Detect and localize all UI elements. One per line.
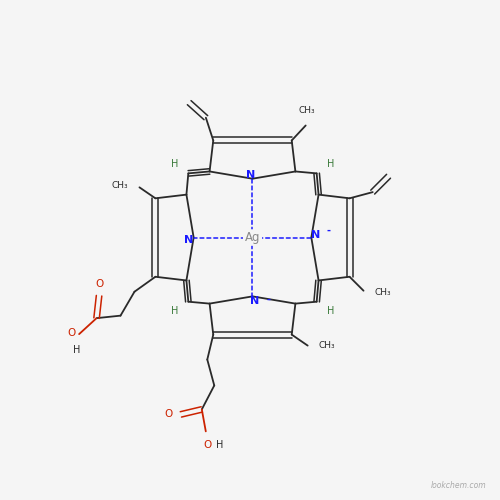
Text: H: H xyxy=(170,306,178,316)
Text: N: N xyxy=(250,296,259,306)
Text: CH₃: CH₃ xyxy=(318,341,336,350)
Text: -: - xyxy=(266,294,270,304)
Text: O: O xyxy=(164,410,173,420)
Text: H: H xyxy=(216,440,223,450)
Text: CH₃: CH₃ xyxy=(374,288,391,297)
Text: N: N xyxy=(246,170,255,179)
Text: O: O xyxy=(204,440,212,450)
Text: H: H xyxy=(327,160,334,170)
Text: -: - xyxy=(326,226,330,235)
Text: O: O xyxy=(95,278,103,288)
Text: N: N xyxy=(310,230,320,239)
Text: Ag: Ag xyxy=(244,231,260,244)
Text: CH₃: CH₃ xyxy=(298,106,315,114)
Text: N: N xyxy=(184,234,194,244)
Text: CH₃: CH₃ xyxy=(112,181,128,190)
Text: H: H xyxy=(327,306,334,316)
Text: H: H xyxy=(74,345,81,355)
Text: O: O xyxy=(67,328,76,338)
Text: H: H xyxy=(170,160,178,170)
Text: lookchem.com: lookchem.com xyxy=(431,482,487,490)
